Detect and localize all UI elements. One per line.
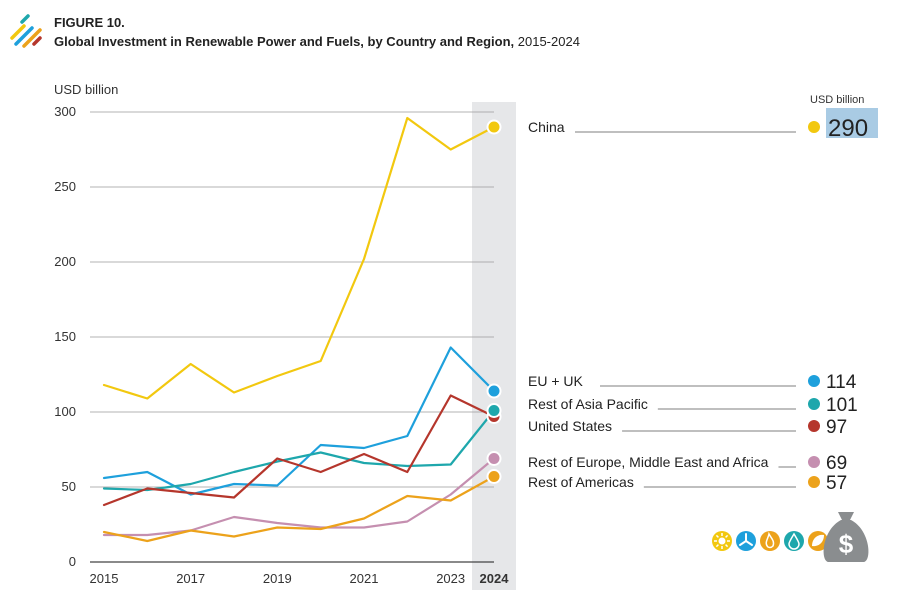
- water-drop-icon: [784, 531, 804, 551]
- legend-item-united_states: United States 97: [528, 417, 847, 438]
- series-lines: [102, 116, 496, 543]
- legend-name-asia_pacific: Rest of Asia Pacific: [528, 396, 648, 412]
- x-tick-2023: 2023: [436, 571, 465, 586]
- legend-value-china: 290: [828, 115, 868, 142]
- end-dot-asia_pacific: [486, 403, 502, 418]
- grid-lines: [90, 111, 494, 563]
- legend-value-europe_mea: 69: [826, 453, 847, 474]
- series-line-americas: [102, 475, 496, 543]
- money-bag-icon: $: [823, 512, 869, 562]
- legend-item-americas: Rest of Americas 57: [528, 473, 847, 494]
- legend-value-united_states: 97: [826, 417, 847, 438]
- sun-icon: [712, 531, 732, 551]
- x-tick-2017: 2017: [176, 571, 205, 586]
- series-line-united_states: [102, 394, 496, 507]
- figure-label: FIGURE 10.: [54, 15, 125, 30]
- energy-icons: $: [712, 512, 869, 562]
- x-tick-labels: 2015 2017 2019 2021 2023 2024: [90, 571, 510, 586]
- legend-dot-europe_mea: [808, 456, 820, 468]
- wind-turbine-icon: [736, 531, 756, 551]
- y-axis-label: USD billion: [54, 82, 118, 97]
- report-logo-icon: [10, 14, 42, 48]
- y-tick-0: 0: [69, 554, 76, 569]
- series-line-europe_mea: [102, 457, 496, 537]
- legend-item-asia_pacific: Rest of Asia Pacific 101: [528, 395, 858, 416]
- legend-unit-label: USD billion: [810, 94, 864, 106]
- legend-name-china: China: [528, 119, 565, 135]
- legend-name-europe_mea: Rest of Europe, Middle East and Africa: [528, 454, 769, 470]
- y-tick-100: 100: [54, 404, 76, 419]
- legend-dot-china: [808, 121, 820, 133]
- x-tick-2021: 2021: [350, 571, 379, 586]
- y-tick-50: 50: [62, 479, 76, 494]
- value-highlight-box: [826, 108, 878, 138]
- legend-value-americas: 57: [826, 473, 847, 494]
- x-tick-2019: 2019: [263, 571, 292, 586]
- y-tick-250: 250: [54, 179, 76, 194]
- x-tick-2015: 2015: [90, 571, 119, 586]
- y-tick-labels: 0 50 100 150 200 250 300: [54, 104, 76, 569]
- y-tick-200: 200: [54, 254, 76, 269]
- figure-title: Global Investment in Renewable Power and…: [54, 34, 580, 49]
- figure-title-main: Global Investment in Renewable Power and…: [54, 34, 514, 49]
- series-line-china: [102, 116, 496, 400]
- highlight-band-2024: [472, 102, 516, 590]
- legend-name-americas: Rest of Americas: [528, 474, 634, 490]
- legend-dot-united_states: [808, 420, 820, 432]
- y-tick-150: 150: [54, 329, 76, 344]
- legend-dot-eu_uk: [808, 375, 820, 387]
- flame-icon: [760, 531, 780, 551]
- legend-dot-asia_pacific: [808, 398, 820, 410]
- legend-value-asia_pacific: 101: [826, 395, 858, 416]
- series-line-asia_pacific: [102, 409, 496, 492]
- figure-title-years: 2015-2024: [514, 34, 580, 49]
- legend-dot-americas: [808, 476, 820, 488]
- legend-name-eu_uk: EU + UK: [528, 373, 584, 389]
- end-dot-americas: [486, 469, 502, 484]
- svg-text:$: $: [839, 529, 854, 559]
- legend-item-china: China 290: [528, 115, 868, 142]
- legend-item-eu_uk: EU + UK 114: [528, 372, 857, 393]
- legend-value-eu_uk: 114: [826, 372, 857, 393]
- leaf-icon: [808, 531, 828, 551]
- legend-name-united_states: United States: [528, 418, 612, 434]
- x-tick-2024: 2024: [480, 571, 510, 586]
- legend: China 290 EU + UK 114 Rest of Asia Pacific 10…: [528, 115, 868, 494]
- y-tick-300: 300: [54, 104, 76, 119]
- end-dot-europe_mea: [486, 451, 502, 466]
- end-dot-eu_uk: [486, 383, 502, 399]
- legend-item-europe_mea: Rest of Europe, Middle East and Africa 69: [528, 453, 847, 474]
- series-end-dots: [486, 119, 502, 484]
- end-dot-china: [486, 119, 502, 135]
